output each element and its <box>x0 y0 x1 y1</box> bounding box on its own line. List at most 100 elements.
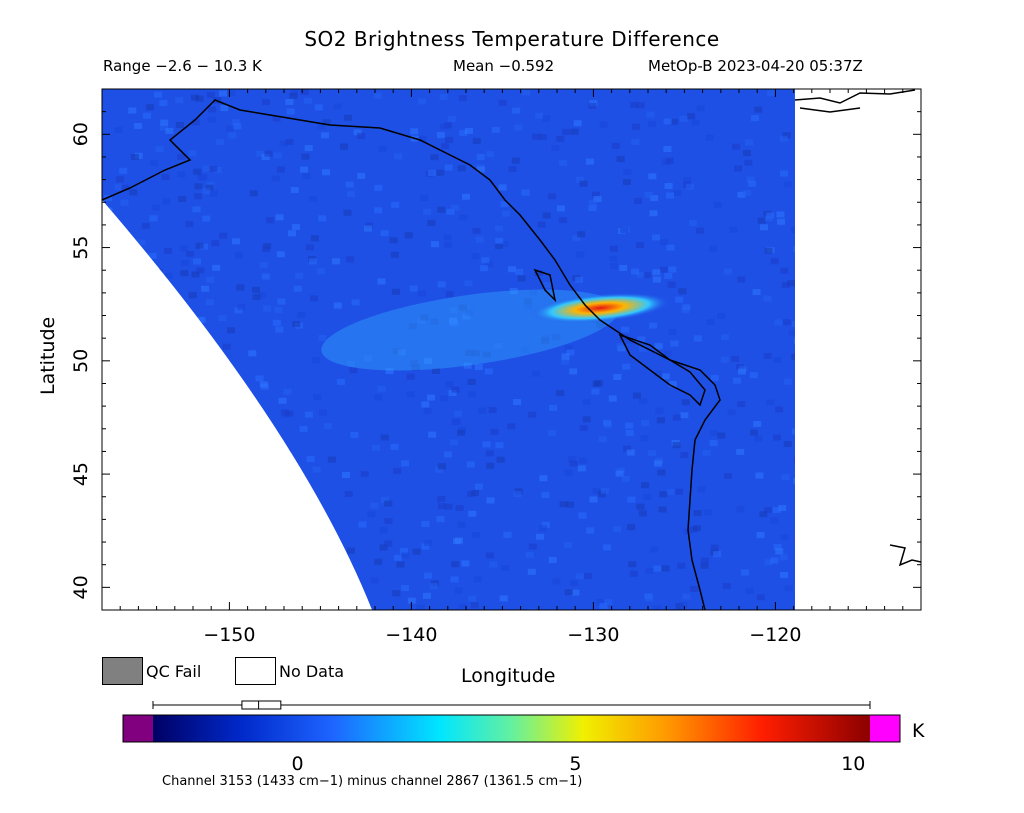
speckle-cell <box>596 599 604 606</box>
speckle-cell <box>421 401 430 408</box>
speckle-cell <box>209 166 218 172</box>
speckle-cell <box>207 116 216 123</box>
speckle-cell <box>741 569 749 576</box>
speckle-cell <box>678 288 687 295</box>
speckle-cell <box>636 242 644 249</box>
speckle-cell <box>696 227 704 234</box>
speckle-cell <box>311 357 320 364</box>
speckle-cell <box>621 326 630 333</box>
speckle-cell <box>713 551 722 558</box>
speckle-cell <box>703 509 712 516</box>
speckle-cell <box>641 419 649 426</box>
speckle-cell <box>568 456 577 463</box>
speckle-cell <box>499 595 508 602</box>
speckle-cell <box>643 272 651 279</box>
speckle-cell <box>377 278 386 285</box>
speckle-cell <box>446 208 455 215</box>
speckle-cell <box>192 206 201 213</box>
speckle-cell <box>650 546 659 553</box>
speckle-cell <box>436 132 445 139</box>
speckle-cell <box>777 218 785 225</box>
speckle-cell <box>668 381 677 388</box>
speckle-cell <box>397 349 406 356</box>
speckle-cell <box>234 307 243 314</box>
speckle-cell <box>318 409 327 416</box>
speckle-cell <box>120 199 129 206</box>
speckle-cell <box>154 91 163 98</box>
speckle-cell <box>672 414 681 421</box>
speckle-cell <box>194 193 202 200</box>
y-tick-label: 50 <box>70 349 92 373</box>
speckle-cell <box>476 154 485 161</box>
speckle-cell <box>535 533 544 540</box>
speckle-cell <box>249 190 258 197</box>
speckle-cell <box>411 364 420 371</box>
speckle-cell <box>670 118 679 125</box>
speckle-cell <box>468 510 477 517</box>
speckle-cell <box>344 114 352 121</box>
speckle-cell <box>630 101 639 108</box>
speckle-cell <box>228 132 237 139</box>
speckle-cell <box>367 511 376 518</box>
speckle-cell <box>638 345 647 352</box>
speckle-cell <box>477 166 486 173</box>
speckle-cell <box>577 465 586 472</box>
speckle-cell <box>556 135 565 142</box>
speckle-cell <box>779 135 788 142</box>
colorbar-gradient <box>153 715 870 742</box>
speckle-cell <box>165 127 174 134</box>
speckle-cell <box>653 565 662 572</box>
speckle-cell <box>304 411 313 418</box>
speckle-cell <box>548 557 557 563</box>
speckle-cell <box>379 544 388 551</box>
boxplot-box <box>241 700 282 710</box>
speckle-cell <box>128 107 137 114</box>
speckle-cell <box>661 565 670 572</box>
speckle-cell <box>613 526 622 533</box>
speckle-cell <box>475 236 484 243</box>
speckle-cell <box>202 188 211 195</box>
speckle-cell <box>591 191 600 198</box>
speckle-cell <box>717 432 726 439</box>
speckle-cell <box>523 303 532 310</box>
speckle-cell <box>465 349 474 356</box>
speckle-cell <box>119 167 128 174</box>
speckle-cell <box>360 470 369 477</box>
speckle-cell <box>766 399 775 406</box>
speckle-cell <box>142 112 151 119</box>
speckle-cell <box>773 434 781 441</box>
speckle-cell <box>472 227 481 234</box>
speckle-cell <box>390 251 399 258</box>
speckle-cell <box>467 378 476 385</box>
speckle-cell <box>464 280 473 287</box>
speckle-cell <box>528 411 537 418</box>
speckle-cell <box>457 165 466 172</box>
speckle-cell <box>466 461 475 468</box>
speckle-cell <box>219 232 228 239</box>
speckle-cell <box>561 353 570 360</box>
speckle-cell <box>585 158 594 165</box>
speckle-cell <box>489 561 498 568</box>
speckle-cell <box>654 370 663 377</box>
speckle-cell <box>599 602 608 609</box>
speckle-cell <box>722 582 731 589</box>
speckle-cell <box>737 276 746 283</box>
speckle-cell <box>636 271 645 278</box>
speckle-cell <box>775 548 784 555</box>
speckle-cell <box>333 103 342 110</box>
speckle-cell <box>512 107 521 114</box>
speckle-cell <box>654 460 663 467</box>
speckle-cell <box>384 518 393 524</box>
speckle-cell <box>664 272 673 279</box>
speckle-cell <box>665 157 674 164</box>
speckle-cell <box>175 97 184 104</box>
speckle-cell <box>782 132 791 139</box>
speckle-cell <box>598 436 607 443</box>
colorbar-tick-label: 10 <box>841 753 865 775</box>
speckle-cell <box>609 245 618 252</box>
speckle-cell <box>312 466 321 473</box>
speckle-cell <box>485 450 494 457</box>
speckle-cell <box>515 268 524 275</box>
speckle-cell <box>782 319 791 326</box>
speckle-cell <box>444 451 452 458</box>
